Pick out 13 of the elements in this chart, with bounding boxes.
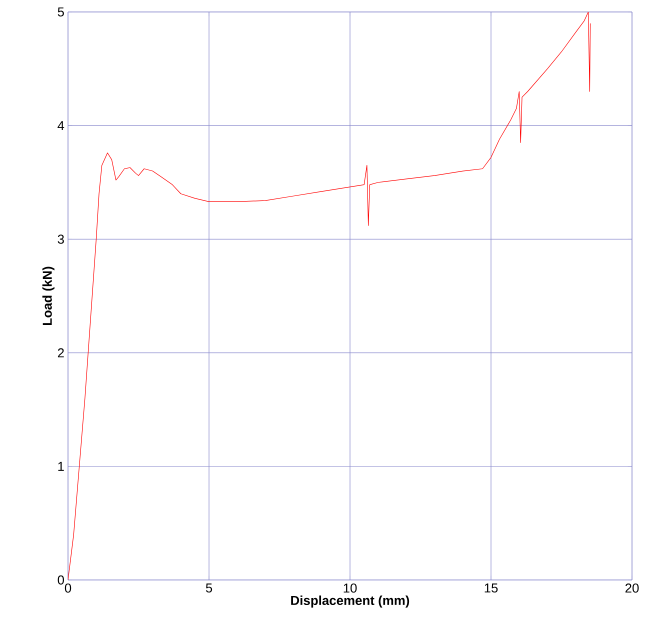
x-tick-label: 20 xyxy=(625,584,639,593)
x-tick-label: 5 xyxy=(206,584,212,593)
y-tick-label: 5 xyxy=(58,7,64,16)
y-tick-label: 2 xyxy=(58,348,64,358)
x-axis-title: Displacement (mm) xyxy=(291,596,410,608)
y-axis-title: Load (kN) xyxy=(42,266,54,325)
y-tick-label: 4 xyxy=(58,121,64,130)
x-tick-label: 0 xyxy=(64,584,72,593)
x-tick-label: 15 xyxy=(484,584,498,593)
y-tick-label: 3 xyxy=(58,234,64,244)
y-tick-label: 1 xyxy=(58,462,64,471)
x-tick-label: 10 xyxy=(344,584,357,593)
y-tick-label: 0 xyxy=(58,575,64,585)
